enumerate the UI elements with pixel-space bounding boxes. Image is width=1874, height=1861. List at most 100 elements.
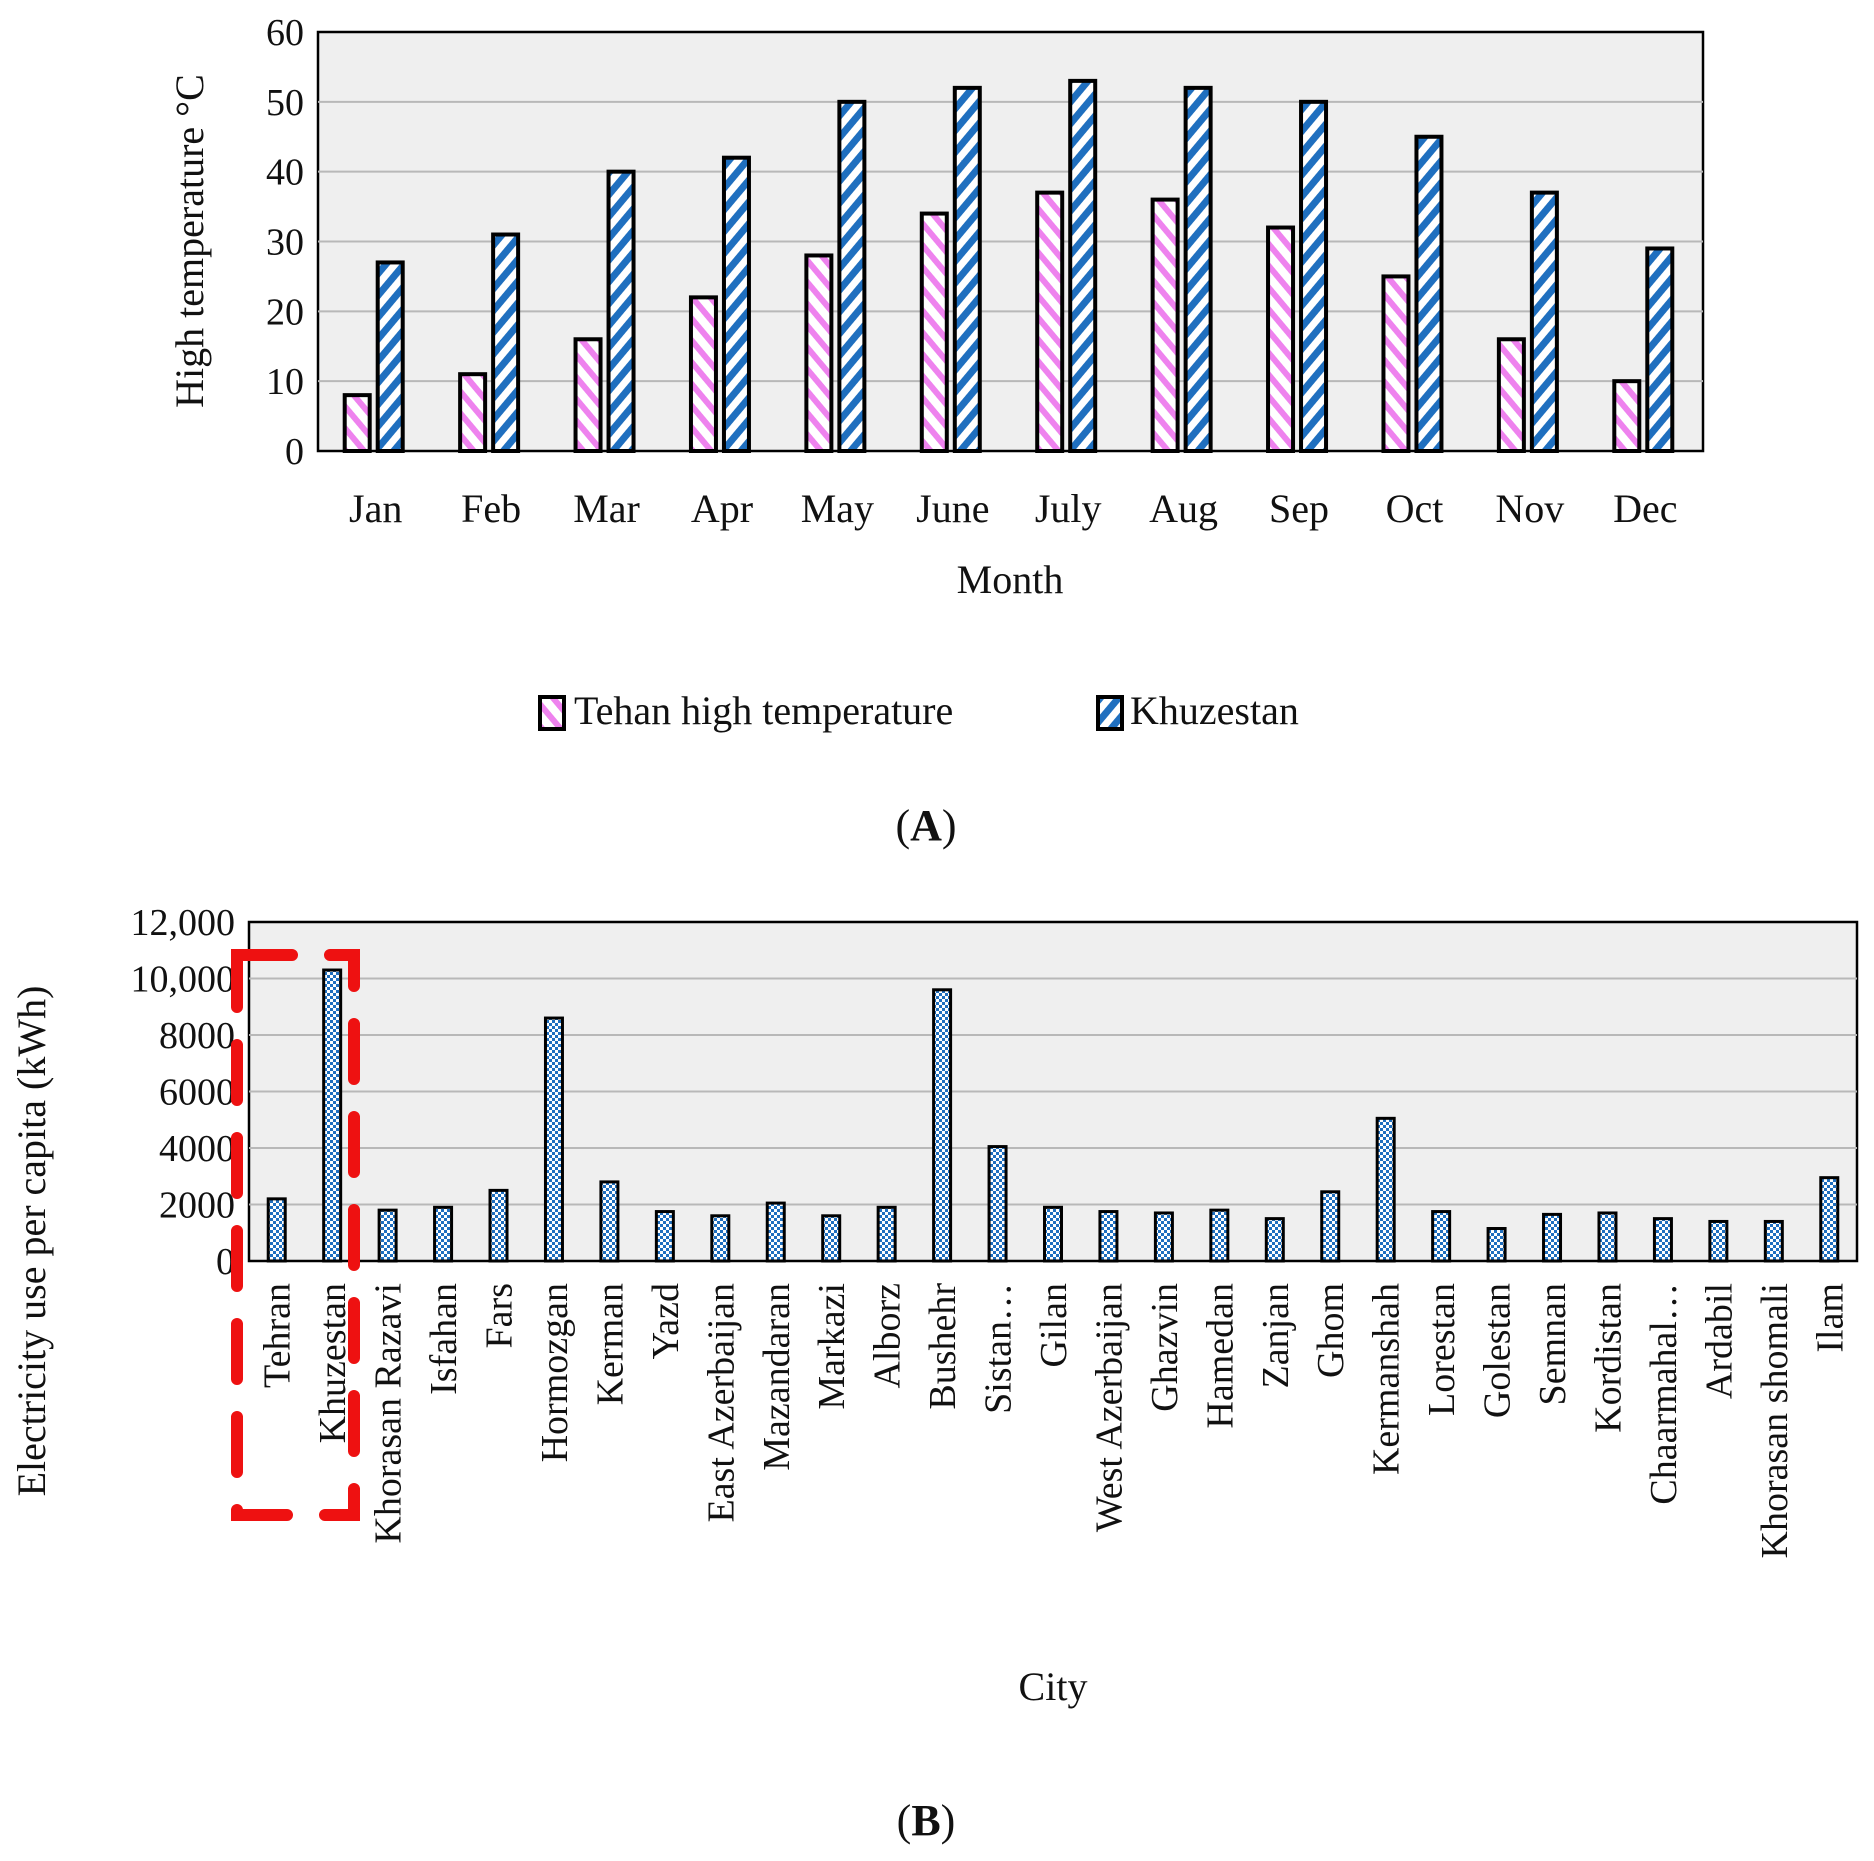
bar-ghazvin	[1153, 1211, 1174, 1263]
panel-b-x-ticks: Tehran Khuzestan Khorasan Razavi Isfahan Far…	[257, 1283, 1852, 1559]
bar-tehran-july	[1035, 190, 1065, 453]
bar-ardabil	[1708, 1219, 1729, 1263]
panel-b-x-tick-label: Khorasan Razavi	[368, 1283, 410, 1544]
bar-khorasan-shomali	[1763, 1219, 1784, 1263]
panel-a-letter: A	[910, 801, 942, 850]
legend-swatch-tehran	[538, 695, 566, 731]
bar-sistan	[987, 1145, 1008, 1263]
bar-khuzestan-apr	[721, 155, 751, 453]
panel-b-y-tick-label: 12,000	[131, 902, 236, 944]
panel-b-x-tick-label: Kermanshah	[1366, 1283, 1408, 1475]
panel-b-x-tick-label: Fars	[479, 1283, 521, 1348]
panel-b-y-tick-label: 2000	[159, 1185, 235, 1227]
panel-a-x-tick-label: Feb	[461, 486, 521, 531]
bar-hormozgan	[543, 1016, 564, 1263]
panel-a-x-tick-label: Sep	[1269, 486, 1329, 531]
bar-khuzestan-july	[1068, 78, 1098, 453]
bar-golestan	[1486, 1227, 1507, 1263]
bar-bushehr	[932, 988, 953, 1263]
panel-a-y-tick-label: 30	[266, 222, 304, 264]
panel-a-bars	[342, 78, 1675, 454]
panel-b-x-tick-label: Kerman	[589, 1283, 631, 1405]
panel-a-caption: (A)	[895, 801, 956, 850]
panel-b-x-tick-label: Sistan…	[978, 1283, 1020, 1414]
panel-a-y-ticks: 0 10 20 30 40 50 60	[266, 12, 304, 473]
panel-b-chart: 0 2000 4000 6000 8000 10,000 12,000 Tehran Khuz…	[9, 902, 1859, 1845]
bar-tehran-sep	[1266, 225, 1296, 453]
panel-a-x-tick-label: June	[916, 486, 989, 531]
panel-b-letter: B	[911, 1796, 940, 1845]
bar-markazi	[821, 1214, 842, 1263]
bar-fars	[488, 1188, 509, 1263]
panel-a-x-ticks: Jan Feb Mar Apr May June July Aug Sep Oct Nov Dec	[349, 486, 1677, 531]
panel-b-x-tick-label: Khorasan shomali	[1754, 1283, 1796, 1558]
panel-b-x-tick-label: Bushehr	[922, 1283, 964, 1410]
bar-yazd	[654, 1210, 675, 1263]
bar-tehran-apr	[688, 295, 718, 453]
panel-b-x-tick-label: Zanjan	[1255, 1283, 1297, 1389]
bar-khuzestan	[322, 968, 343, 1263]
panel-a-y-axis-label: High temperature °C	[167, 74, 212, 408]
bar-khuzestan-may	[837, 99, 867, 453]
panel-b-gridlines	[249, 977, 1857, 1206]
bar-west-azerbaijan	[1098, 1210, 1119, 1263]
panel-b-x-tick-label: Ilam	[1809, 1283, 1851, 1353]
bar-khuzestan-june	[952, 85, 982, 453]
panel-b-y-tick-label: 4000	[159, 1128, 235, 1170]
bar-kordistan	[1597, 1211, 1618, 1263]
panel-a-x-tick-label: Nov	[1495, 486, 1564, 531]
panel-b-y-tick-label: 6000	[159, 1072, 235, 1114]
legend-label-tehran: Tehan high temperature	[574, 688, 953, 733]
panel-a-y-tick-label: 60	[266, 12, 304, 54]
bar-khuzestan-feb	[491, 232, 521, 453]
bar-tehran	[266, 1197, 287, 1263]
panel-b-x-tick-label: Isfahan	[423, 1283, 465, 1395]
bar-khuzestan-dec	[1645, 246, 1675, 453]
bar-tehran-jan	[342, 393, 372, 453]
bar-kerman	[599, 1180, 620, 1263]
panel-b-x-tick-label: Ghom	[1310, 1283, 1352, 1378]
panel-b-y-tick-label: 8000	[159, 1015, 235, 1057]
panel-a-y-tick-label: 0	[285, 431, 304, 473]
panel-b-x-tick-label: Chaarmahal…	[1643, 1283, 1685, 1505]
panel-a-x-tick-label: Mar	[573, 486, 640, 531]
bar-tehran-aug	[1150, 197, 1180, 453]
panel-b-x-tick-label: Golestan	[1477, 1283, 1519, 1418]
panel-b-x-tick-label: Yazd	[645, 1283, 687, 1359]
bar-gilan	[1043, 1205, 1063, 1263]
legend-label-khuzestan: Khuzestan	[1130, 688, 1299, 733]
bar-khuzestan-sep	[1299, 99, 1329, 453]
panel-a-x-tick-label: July	[1035, 486, 1102, 531]
bar-isfahan	[433, 1205, 454, 1263]
panel-a-y-tick-label: 10	[266, 361, 304, 403]
bar-tehran-feb	[458, 372, 488, 453]
panel-b-x-tick-label: West Azerbaijan	[1088, 1283, 1130, 1532]
panel-a-x-tick-label: Apr	[691, 486, 753, 531]
panel-a-x-tick-label: May	[801, 486, 874, 531]
bar-khorasan-razavi	[377, 1208, 398, 1263]
panel-a-y-tick-label: 40	[266, 152, 304, 194]
panel-b-x-tick-label: Ghazvin	[1144, 1283, 1186, 1412]
bar-tehran-oct	[1381, 274, 1411, 453]
bar-tehran-mar	[573, 337, 603, 453]
panel-b-x-tick-label: East Azerbaijan	[700, 1283, 742, 1523]
panel-b-x-tick-label: Kordistan	[1587, 1283, 1629, 1433]
panel-b-x-tick-label: Khuzestan	[312, 1283, 354, 1443]
panel-b-x-tick-label: Hormozgan	[534, 1283, 576, 1462]
bar-semnan	[1542, 1212, 1563, 1263]
panel-a-y-tick-label: 20	[266, 291, 304, 333]
panel-b-x-tick-label: Ardabil	[1698, 1283, 1740, 1399]
bar-tehran-nov	[1496, 337, 1526, 453]
bar-khuzestan-aug	[1183, 85, 1213, 453]
panel-b-x-tick-label: Markazi	[811, 1283, 853, 1410]
bar-lorestan	[1431, 1210, 1452, 1263]
panel-b-y-axis-label: Electricity use per capita (kWh)	[9, 986, 54, 1497]
panel-b-x-tick-label: Hamedan	[1199, 1283, 1241, 1429]
bar-hamedan	[1209, 1208, 1230, 1263]
panel-b-bars	[266, 968, 1840, 1263]
panel-b-caption: (B)	[897, 1796, 956, 1845]
bar-khuzestan-jan	[375, 260, 405, 454]
bar-east-azerbaijan	[710, 1214, 731, 1263]
legend-swatch-khuzestan	[1096, 695, 1124, 731]
